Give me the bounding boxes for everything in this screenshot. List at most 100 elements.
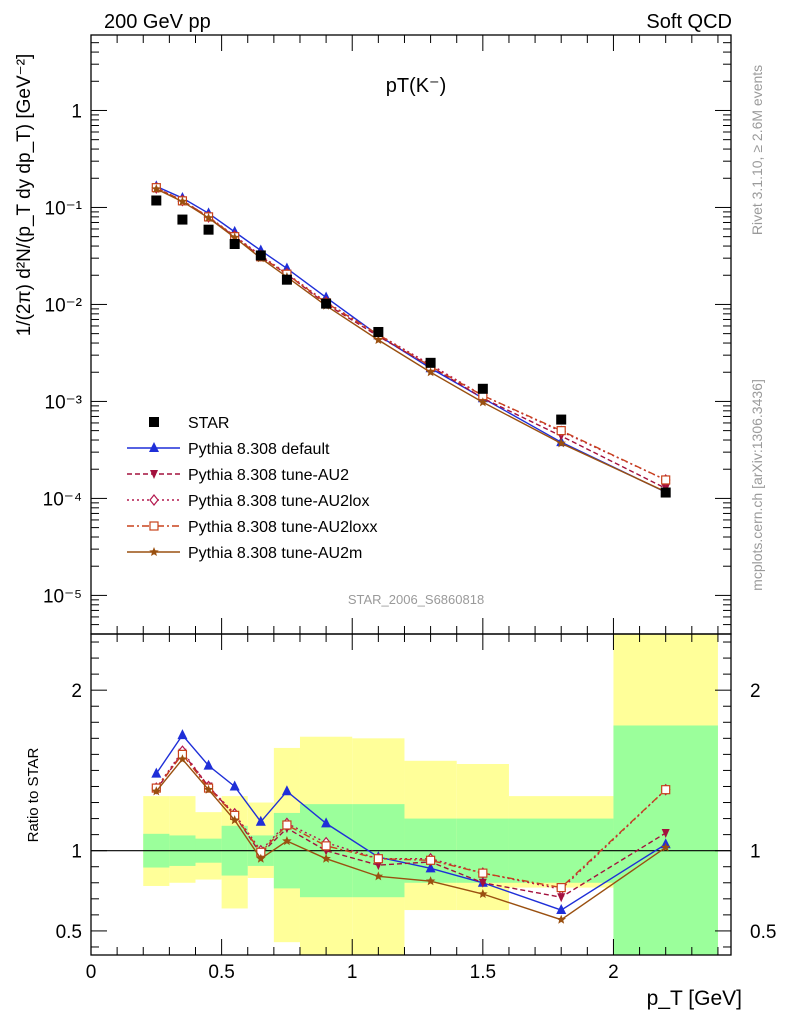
ratio-y-tick-label-right: 1	[750, 842, 761, 863]
data-point-marker	[151, 786, 162, 796]
data-point-marker	[478, 889, 488, 899]
legend-label: Pythia 8.308 tune-AU2lox	[188, 493, 369, 510]
ratio-y-tick-label-right: 0.5	[750, 922, 776, 943]
data-point-marker	[478, 868, 488, 878]
data-point-marker	[321, 817, 332, 828]
data-point-marker	[556, 438, 566, 448]
plot-title: pT(K⁻)	[386, 75, 447, 97]
data-point-marker	[556, 914, 566, 924]
y-tick-label: 10⁻⁴	[43, 489, 82, 510]
ratio-series-line	[155, 733, 667, 911]
ratio-series-line	[155, 758, 667, 921]
data-point-marker	[203, 784, 214, 794]
main-panel-frame	[90, 34, 732, 635]
data-point-marker	[661, 785, 671, 795]
ratio-panel-series	[151, 729, 671, 924]
data-point-marker	[151, 184, 162, 194]
data-point-marker	[321, 853, 331, 863]
data-point-marker	[229, 238, 240, 249]
data-point-marker	[281, 274, 292, 285]
x-tick-label: 0.5	[208, 962, 234, 983]
data-point-marker	[256, 853, 266, 863]
y-tick-label: 10⁻³	[45, 392, 83, 413]
data-point-marker	[321, 841, 331, 851]
data-point-marker	[149, 547, 159, 557]
legend: STAR Pythia 8.308 default Pythia 8.308 tun…	[127, 415, 377, 562]
data-point-marker	[177, 196, 188, 206]
data-point-marker	[557, 893, 566, 903]
data-point-marker	[556, 426, 566, 436]
y-tick-label: 10⁻⁵	[43, 586, 82, 607]
x-axis-label: p_T [GeV]	[647, 987, 742, 1010]
data-point-marker	[151, 195, 162, 206]
data-point-marker	[373, 326, 384, 337]
data-point-marker	[255, 250, 266, 261]
data-point-marker	[203, 759, 214, 770]
data-point-marker	[203, 224, 214, 235]
rivet-version-label: Rivet 3.1.10, ≥ 2.6M events	[749, 65, 765, 235]
ratio-y-tick-label-right: 2	[750, 681, 761, 702]
ratio-series-line	[155, 749, 667, 890]
data-point-marker	[556, 904, 567, 915]
legend-label: STAR	[188, 415, 229, 432]
data-point-marker	[661, 829, 670, 839]
data-point-marker	[203, 212, 214, 222]
header-right: Soft QCD	[646, 11, 732, 33]
data-point-marker	[150, 470, 158, 479]
ratio-y-tick-label: 2	[71, 681, 82, 702]
analysis-watermark: STAR_2006_S6860818	[348, 592, 484, 607]
series-line	[155, 187, 666, 481]
data-point-marker	[425, 862, 436, 873]
data-point-marker	[282, 820, 292, 830]
data-point-marker	[149, 417, 159, 427]
x-tick-label: 0	[86, 962, 97, 983]
ratio-y-axis-label: Ratio to STAR	[25, 747, 42, 842]
data-point-marker	[229, 780, 240, 791]
x-tick-label: 1.5	[470, 962, 496, 983]
mcplots-reference-label: mcplots.cern.ch [arXiv:1306.3436]	[749, 379, 765, 591]
x-tick-label: 1	[347, 962, 358, 983]
data-point-marker	[373, 854, 383, 864]
data-point-marker	[478, 878, 487, 888]
data-point-marker	[282, 836, 292, 846]
data-point-marker	[425, 357, 436, 368]
ratio-panel-frame	[90, 633, 732, 956]
ratio-series-line	[155, 753, 667, 889]
data-point-marker	[149, 521, 159, 531]
x-tick-label: 2	[608, 962, 619, 983]
ratio-y-tick-label: 0.5	[56, 922, 82, 943]
axis-ticks: 0 0.5 1 1.5 210⁻⁵10⁻⁴10⁻³10⁻²10⁻¹10.5 0.51 12 2	[43, 34, 776, 983]
data-point-marker	[425, 855, 436, 865]
data-point-marker	[149, 494, 159, 506]
plot-frames	[90, 34, 732, 956]
data-point-marker	[229, 232, 240, 242]
data-point-marker	[477, 383, 488, 394]
y-tick-label: 10⁻¹	[45, 198, 83, 219]
data-point-marker	[374, 861, 383, 871]
series-line	[156, 188, 666, 493]
main-y-axis-label: 1/(2π) d²N/(p_T dy dp_T) [GeV⁻²]	[14, 54, 35, 337]
data-point-marker	[425, 367, 436, 377]
data-point-marker	[661, 475, 671, 485]
data-point-marker	[660, 842, 671, 852]
legend-label: Pythia 8.308 tune-AU2	[188, 467, 349, 484]
data-point-marker	[177, 214, 188, 225]
data-point-marker	[556, 882, 566, 893]
data-point-marker	[149, 442, 159, 452]
data-point-marker	[177, 729, 188, 740]
data-point-marker	[373, 871, 384, 881]
data-point-marker	[556, 414, 567, 425]
ratio-y-tick-label: 1	[71, 842, 82, 863]
y-tick-label: 10⁻²	[45, 295, 83, 316]
data-point-marker	[151, 767, 162, 778]
data-point-marker	[321, 298, 332, 309]
header-left: 200 GeV pp	[104, 11, 211, 33]
legend-label: Pythia 8.308 tune-AU2loxx	[188, 519, 377, 536]
data-point-marker	[281, 785, 292, 796]
data-point-marker	[478, 397, 488, 407]
legend-label: Pythia 8.308 tune-AU2m	[188, 545, 362, 562]
data-point-marker	[229, 815, 240, 825]
data-point-marker	[255, 815, 266, 826]
legend-label: Pythia 8.308 default	[188, 441, 330, 458]
